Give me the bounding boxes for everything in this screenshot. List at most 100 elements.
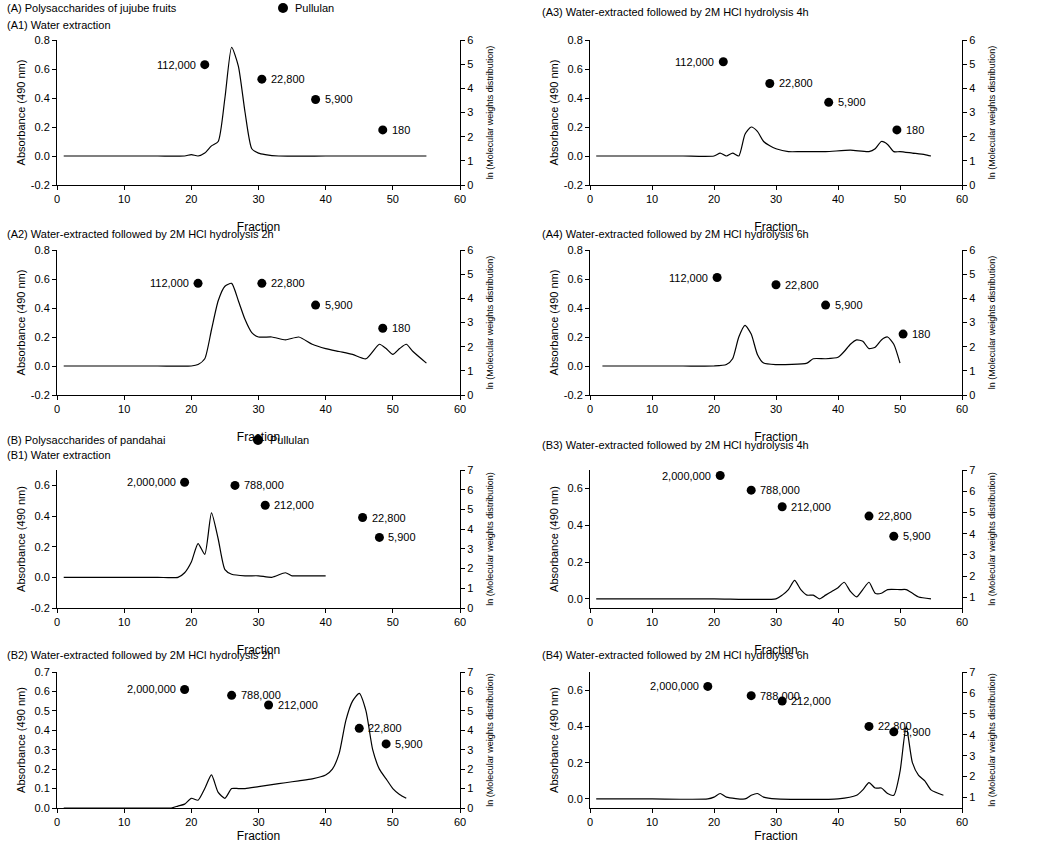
svg-text:0.0: 0.0 (35, 150, 50, 162)
svg-text:Absorbance (490 nm): Absorbance (490 nm) (15, 60, 27, 166)
svg-text:2,000,000: 2,000,000 (650, 680, 699, 692)
svg-text:2: 2 (467, 341, 473, 353)
svg-text:0.8: 0.8 (35, 244, 50, 256)
svg-text:22,800: 22,800 (368, 722, 402, 734)
svg-text:22,800: 22,800 (878, 720, 912, 732)
svg-text:0: 0 (54, 616, 60, 628)
svg-text:1: 1 (467, 582, 473, 594)
svg-text:Absorbance (490 nm): Absorbance (490 nm) (548, 687, 560, 793)
svg-text:(A4) Water-extracted followed: (A4) Water-extracted followed by 2M HCl … (542, 228, 809, 240)
svg-text:30: 30 (252, 816, 264, 828)
svg-text:5: 5 (969, 708, 975, 720)
svg-text:0.2: 0.2 (568, 556, 583, 568)
svg-text:2: 2 (969, 341, 975, 353)
svg-text:22,800: 22,800 (372, 512, 406, 524)
svg-text:5,900: 5,900 (325, 93, 353, 105)
svg-text:788,000: 788,000 (760, 484, 800, 496)
svg-text:20: 20 (185, 193, 197, 205)
svg-text:Fraction: Fraction (754, 430, 797, 444)
svg-text:-0.2: -0.2 (31, 389, 50, 401)
svg-text:Absorbance (490 nm): Absorbance (490 nm) (548, 60, 560, 166)
svg-text:0.8: 0.8 (568, 34, 583, 46)
svg-text:212,000: 212,000 (791, 501, 831, 513)
svg-text:2,000,000: 2,000,000 (662, 470, 711, 482)
svg-text:30: 30 (770, 403, 782, 415)
svg-text:0.6: 0.6 (35, 685, 50, 697)
svg-text:0.2: 0.2 (568, 331, 583, 343)
svg-text:Absorbance (490 nm): Absorbance (490 nm) (15, 486, 27, 592)
svg-text:10: 10 (646, 616, 658, 628)
svg-text:3: 3 (467, 543, 473, 555)
svg-text:2: 2 (969, 570, 975, 582)
svg-text:0.0: 0.0 (35, 360, 50, 372)
svg-text:0: 0 (467, 389, 473, 401)
svg-text:5: 5 (467, 503, 473, 515)
svg-text:(B3) Water-extracted followed: (B3) Water-extracted followed by 2M HCl … (542, 439, 809, 451)
svg-text:2,000,000: 2,000,000 (127, 476, 176, 488)
svg-text:10: 10 (118, 816, 130, 828)
svg-text:180: 180 (392, 322, 410, 334)
svg-text:2: 2 (969, 770, 975, 782)
svg-text:4: 4 (467, 292, 473, 304)
svg-text:2: 2 (969, 131, 975, 143)
svg-text:50: 50 (894, 816, 906, 828)
svg-text:ln (Molecular weights distribu: ln (Molecular weights distribution) (987, 46, 997, 180)
svg-text:0: 0 (587, 616, 593, 628)
svg-text:50: 50 (894, 616, 906, 628)
svg-text:10: 10 (646, 816, 658, 828)
svg-text:212,000: 212,000 (278, 699, 318, 711)
svg-text:1: 1 (467, 155, 473, 167)
svg-text:5,900: 5,900 (903, 726, 931, 738)
svg-text:30: 30 (252, 616, 264, 628)
svg-text:Pullulan: Pullulan (295, 2, 334, 14)
svg-text:50: 50 (387, 816, 399, 828)
svg-text:6: 6 (969, 244, 975, 256)
svg-text:4: 4 (969, 528, 975, 540)
svg-text:22,800: 22,800 (878, 510, 912, 522)
svg-text:3: 3 (467, 106, 473, 118)
svg-text:4: 4 (969, 729, 975, 741)
svg-text:-0.2: -0.2 (31, 602, 50, 614)
svg-text:-0.2: -0.2 (31, 179, 50, 191)
svg-text:20: 20 (708, 193, 720, 205)
svg-text:4: 4 (467, 724, 473, 736)
svg-text:(B4) Water-extracted followed: (B4) Water-extracted followed by 2M HCl … (542, 649, 809, 661)
svg-text:40: 40 (320, 816, 332, 828)
svg-text:3: 3 (467, 744, 473, 756)
svg-text:(A1) Water extraction: (A1) Water extraction (7, 19, 111, 31)
svg-text:3: 3 (467, 316, 473, 328)
svg-text:112,000: 112,000 (669, 272, 708, 284)
svg-text:40: 40 (320, 193, 332, 205)
svg-text:0: 0 (54, 403, 60, 415)
svg-text:4: 4 (969, 292, 975, 304)
svg-text:20: 20 (185, 816, 197, 828)
svg-text:40: 40 (320, 403, 332, 415)
svg-text:180: 180 (912, 328, 930, 340)
svg-text:(A2) Water-extracted followed: (A2) Water-extracted followed by 2M HCl … (7, 228, 274, 240)
svg-text:20: 20 (708, 816, 720, 828)
svg-text:6: 6 (969, 485, 975, 497)
svg-text:10: 10 (118, 403, 130, 415)
svg-text:0.7: 0.7 (35, 666, 50, 678)
svg-text:212,000: 212,000 (791, 695, 831, 707)
svg-text:1: 1 (467, 782, 473, 794)
svg-text:30: 30 (770, 816, 782, 828)
svg-text:6: 6 (969, 687, 975, 699)
svg-text:0: 0 (467, 602, 473, 614)
svg-text:40: 40 (832, 816, 844, 828)
svg-text:-0.2: -0.2 (564, 389, 583, 401)
svg-text:180: 180 (906, 124, 924, 136)
svg-text:5,900: 5,900 (838, 96, 866, 108)
svg-text:10: 10 (118, 616, 130, 628)
svg-text:60: 60 (454, 403, 466, 415)
svg-text:Fraction: Fraction (754, 829, 797, 843)
svg-text:22,800: 22,800 (785, 279, 819, 291)
svg-text:50: 50 (387, 616, 399, 628)
svg-text:1: 1 (969, 791, 975, 803)
svg-text:788,000: 788,000 (244, 479, 284, 491)
svg-text:ln (Molecular weights distribu: ln (Molecular weights distribution) (987, 256, 997, 390)
svg-text:6: 6 (969, 34, 975, 46)
svg-text:30: 30 (770, 193, 782, 205)
svg-text:788,000: 788,000 (241, 689, 281, 701)
svg-text:0.4: 0.4 (35, 724, 50, 736)
